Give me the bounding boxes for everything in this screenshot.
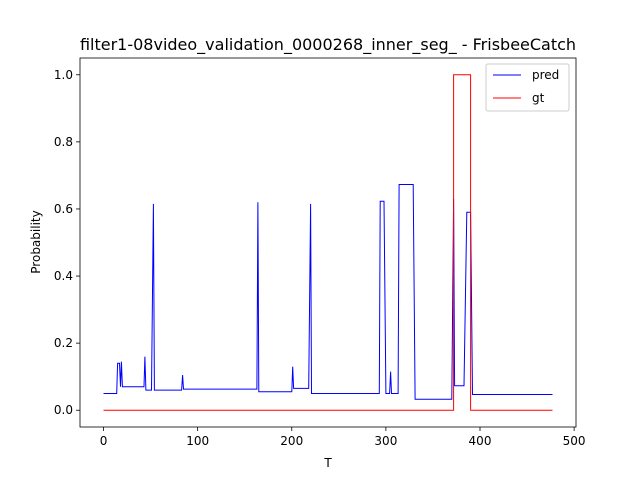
- x-tick-label: 400: [469, 434, 492, 448]
- y-tick-label: 1.0: [54, 68, 73, 82]
- y-tick-label: 0.4: [54, 269, 73, 283]
- plot-area: [79, 57, 577, 428]
- plot-background: [80, 58, 576, 427]
- legend-label-pred: pred: [532, 68, 559, 82]
- x-tick-label: 100: [186, 434, 209, 448]
- y-axis-ticks: 0.0 0.2 0.4 0.6 0.8 1.0: [54, 68, 80, 417]
- series-line-gt: [103, 74, 553, 411]
- legend-frame: [485, 63, 570, 112]
- x-axis-label: T: [323, 456, 332, 470]
- series-layer: [103, 74, 553, 411]
- y-tick-label: 0.0: [54, 403, 73, 417]
- chart-title: filter1-08video_validation_0000268_inner…: [80, 35, 576, 55]
- y-axis-label: Probability: [29, 210, 43, 273]
- y-tick-label: 0.6: [54, 202, 73, 216]
- legend: pred gt: [485, 63, 570, 112]
- y-tick-label: 0.8: [54, 135, 73, 149]
- legend-label-gt: gt: [532, 91, 545, 105]
- series-line-pred: [103, 184, 553, 400]
- x-tick-label: 500: [563, 434, 586, 448]
- x-tick-label: 0: [100, 434, 108, 448]
- x-tick-label: 300: [374, 434, 397, 448]
- x-tick-label: 200: [280, 434, 303, 448]
- x-axis-ticks: 0 100 200 300 400 500: [100, 427, 586, 448]
- plot-frame: [79, 57, 577, 428]
- y-tick-label: 0.2: [54, 336, 73, 350]
